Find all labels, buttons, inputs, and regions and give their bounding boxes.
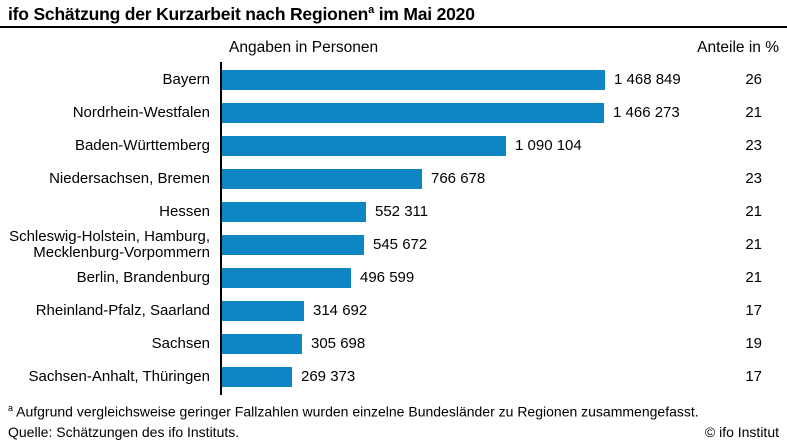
bar-area: 1 090 104 [0, 135, 725, 156]
chart-rows: Bayern 1 468 849 26 Nordrhein-Westfalen … [0, 63, 787, 393]
share-label: 21 [745, 236, 762, 253]
value-label: 1 090 104 [515, 137, 582, 154]
footnote-block: a Aufgrund vergleichsweise geringer Fall… [8, 398, 779, 442]
chart-row: Schleswig-Holstein, Hamburg, Mecklenburg… [0, 228, 787, 261]
category-label: Baden-Württemberg [74, 136, 210, 154]
bar [222, 333, 302, 354]
bar [222, 102, 604, 123]
bar [222, 366, 292, 387]
column-header-persons: Angaben in Personen [229, 39, 379, 56]
value-label: 552 311 [375, 203, 429, 220]
chart-row: Hessen 552 311 21 [0, 195, 787, 228]
share-label: 19 [745, 335, 762, 352]
value-label: 314 692 [313, 302, 368, 319]
source-text: Quelle: Schätzungen des ifo Instituts. [8, 423, 240, 440]
bar [222, 135, 506, 156]
bar [222, 168, 422, 189]
footnote-text: Aufgrund vergleichsweise geringer Fallza… [13, 403, 699, 420]
bar [222, 201, 366, 222]
share-label: 21 [745, 203, 762, 220]
value-label: 269 373 [301, 368, 356, 385]
bar [222, 69, 605, 90]
footnote: a Aufgrund vergleichsweise geringer Fall… [8, 398, 779, 422]
category-label: Nordrhein-Westfalen [72, 103, 210, 121]
share-label: 23 [745, 170, 762, 187]
bar-area: 1 468 849 [0, 69, 725, 90]
category-label: Bayern [162, 70, 210, 88]
title-tail: im Mai 2020 [374, 4, 475, 24]
share-label: 21 [745, 104, 762, 121]
page-title: ifo Schätzung der Kurzarbeit nach Region… [8, 4, 779, 25]
bar [222, 267, 351, 288]
category-label: Sachsen-Anhalt, Thüringen [28, 367, 210, 385]
category-label: Niedersachsen, Bremen [49, 169, 210, 187]
bar-area: 314 692 [0, 300, 725, 321]
copyright-text: © ifo Institut [704, 423, 779, 440]
chart-row: Berlin, Brandenburg 496 599 21 [0, 261, 787, 294]
category-label: Berlin, Brandenburg [76, 268, 210, 286]
bar [222, 234, 364, 255]
chart-row: Sachsen 305 698 19 [0, 327, 787, 360]
share-label: 26 [745, 71, 762, 88]
y-axis-line [220, 62, 222, 395]
share-label: 21 [745, 269, 762, 286]
chart-row: Sachsen-Anhalt, Thüringen 269 373 17 [0, 360, 787, 393]
bar-area: 552 311 [0, 201, 725, 222]
chart-row: Bayern 1 468 849 26 [0, 63, 787, 96]
bar-area: 1 466 273 [0, 102, 725, 123]
category-label: Sachsen [151, 334, 210, 352]
value-label: 496 599 [360, 269, 415, 286]
category-label: Hessen [159, 202, 210, 220]
share-label: 17 [745, 368, 762, 385]
bar-area: 269 373 [0, 366, 725, 387]
bar-area: 545 672 [0, 234, 725, 255]
category-label: Schleswig-Holstein, Hamburg, Mecklenburg… [9, 227, 210, 261]
value-label: 1 468 849 [614, 71, 681, 88]
value-label: 1 466 273 [613, 104, 680, 121]
chart-row: Rheinland-Pfalz, Saarland 314 692 17 [0, 294, 787, 327]
title-divider-line [0, 26, 787, 28]
title-superscript: a [368, 4, 375, 17]
value-label: 545 672 [373, 236, 428, 253]
bar-area: 496 599 [0, 267, 725, 288]
share-label: 23 [745, 137, 762, 154]
bar [222, 300, 304, 321]
value-label: 766 678 [431, 170, 486, 187]
footnote-superscript: a [8, 403, 14, 413]
bar-area: 305 698 [0, 333, 725, 354]
column-header-shares: Anteile in % [697, 39, 779, 56]
chart-row: Baden-Württemberg 1 090 104 23 [0, 129, 787, 162]
bar-area: 766 678 [0, 168, 725, 189]
source-line: Quelle: Schätzungen des ifo Instituts. ©… [8, 422, 779, 442]
chart-row: Nordrhein-Westfalen 1 466 273 21 [0, 96, 787, 129]
share-label: 17 [745, 302, 762, 319]
category-label: Rheinland-Pfalz, Saarland [35, 301, 210, 319]
value-label: 305 698 [311, 335, 366, 352]
chart-row: Niedersachsen, Bremen 766 678 23 [0, 162, 787, 195]
title-text: ifo Schätzung der Kurzarbeit nach Region… [8, 4, 369, 24]
